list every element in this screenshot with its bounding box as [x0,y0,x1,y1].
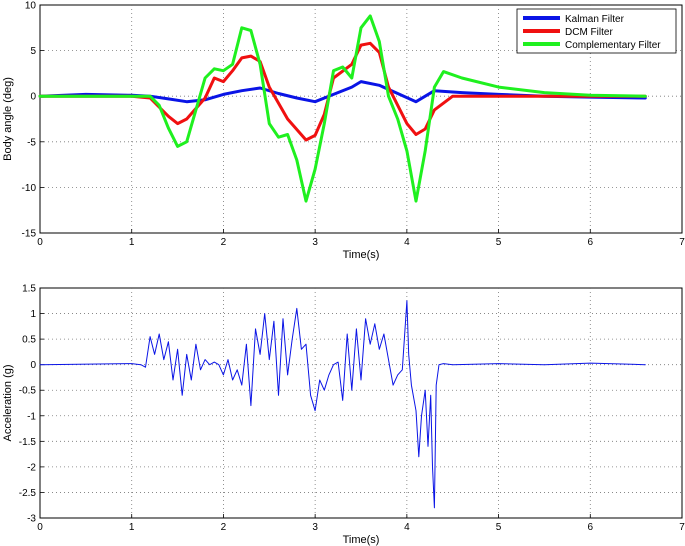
y-axis-label: Acceleration (g) [2,364,14,441]
x-tick-label: 6 [588,237,594,248]
y-axis-label: Body angle (deg) [2,77,14,161]
series-lines [39,300,646,509]
body-angle-plot: 0 1 2 3 4 5 6 7 -15 -10 -5 0 5 10 Time(s) Body angle … [2,1,685,262]
tick-labels: 0 1 2 3 4 5 6 7 -15 -10 -5 0 5 10 [22,1,685,249]
plot-frame [39,287,683,519]
x-tick-label: 2 [221,522,227,533]
x-tick-label: 0 [37,237,43,248]
y-tick-label: -0.5 [19,386,37,397]
acceleration-plot: 0 1 2 3 4 5 6 7 -3 -2.5 -2 -1.5 -1 -0.5 0 0.5 1 1.5 Time(… [2,284,685,546]
x-tick-label: 7 [679,522,685,533]
y-tick-label: -1.5 [19,437,37,448]
x-tick-label: 1 [129,522,135,533]
y-tick-label: -10 [22,183,37,194]
x-tick-label: 5 [496,237,502,248]
x-tick-label: 4 [404,522,410,533]
y-tick-label: -1 [27,411,36,422]
legend-label-complementary: Complementary Filter [565,40,661,51]
x-tick-label: 5 [496,522,502,533]
x-axis-label: Time(s) [343,534,380,546]
y-tick-label: 0 [30,92,36,103]
y-tick-label: 1 [30,309,36,320]
grid-lines [39,287,683,519]
y-tick-label: 1.5 [22,284,36,295]
x-tick-label: 4 [404,237,410,248]
y-tick-label: -2 [27,462,36,473]
y-tick-label: 0.5 [22,335,36,346]
x-tick-label: 7 [679,237,685,248]
x-tick-label: 0 [37,522,43,533]
y-tick-label: 10 [25,1,37,12]
series-line-dcm-filter [38,41,647,142]
x-tick-label: 3 [312,522,318,533]
x-tick-label: 1 [129,237,135,248]
y-tick-label: 5 [30,46,36,57]
x-tick-label: 6 [588,522,594,533]
y-tick-label: -15 [22,229,37,240]
y-tick-label: -3 [27,514,36,525]
series-line-complementary-filter [38,14,647,203]
legend-label-kalman: Kalman Filter [565,14,625,25]
legend-label-dcm: DCM Filter [565,27,613,38]
series-line-acceleration [39,300,646,509]
x-tick-label: 2 [221,237,227,248]
y-tick-label: -2.5 [19,488,37,499]
x-tick-label: 3 [312,237,318,248]
series-lines [38,14,647,203]
x-axis-label: Time(s) [343,249,380,261]
legend: Kalman Filter DCM Filter Complementary F… [516,8,677,54]
tick-labels: 0 1 2 3 4 5 6 7 -3 -2.5 -2 -1.5 -1 -0.5 0 0.5 1 1.5 [19,284,685,534]
series-line-kalman-filter [38,80,647,104]
y-tick-label: -5 [27,137,36,148]
y-tick-label: 0 [30,360,36,371]
grid-lines [39,4,683,234]
